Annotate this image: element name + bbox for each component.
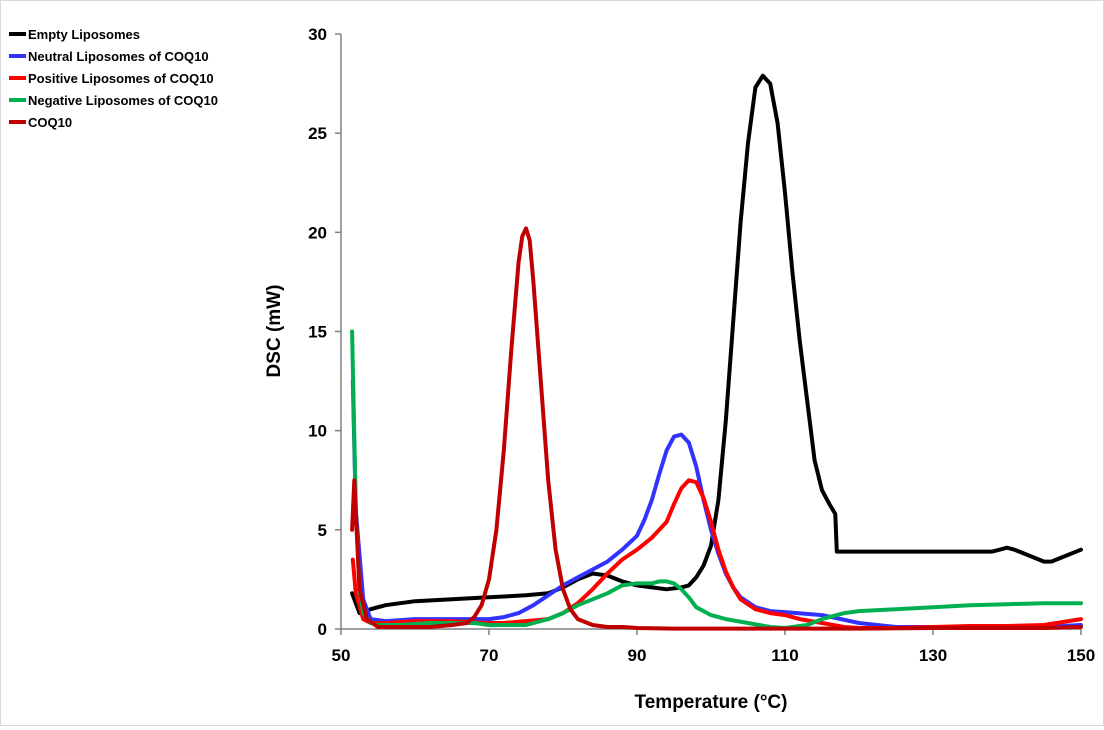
y-axis-title: DSC (mW) [264, 285, 285, 378]
y-tick-label: 10 [308, 422, 327, 441]
legend-label: Negative Liposomes of COQ10 [28, 93, 218, 108]
y-tick-label: 20 [308, 223, 327, 242]
legend-label: Neutral Liposomes of COQ10 [28, 49, 209, 64]
series-line-1 [350, 73, 1083, 616]
x-tick-label: 130 [919, 646, 947, 665]
y-tick-label: 25 [308, 124, 327, 143]
ticks: 0 5 10 15 20 25 30 50 70 90 110 130 150 [308, 25, 1095, 665]
series-line-5 [350, 226, 1083, 631]
x-tick-label: 110 [771, 646, 798, 665]
x-tick-label: 150 [1067, 646, 1095, 665]
x-tick-label: 50 [332, 646, 351, 665]
y-tick-label: 0 [318, 620, 327, 639]
x-tick-label: 70 [480, 646, 499, 665]
y-tick-label: 30 [308, 25, 327, 44]
legend-label: Empty Liposomes [28, 27, 140, 42]
series-line-4 [350, 329, 1083, 630]
y-tick-label: 5 [318, 521, 327, 540]
series-lines [350, 73, 1083, 631]
x-axis-title: Temperature (°C) [635, 692, 788, 713]
legend-label: COQ10 [28, 115, 72, 130]
series-line-2 [350, 379, 1083, 629]
x-tick-label: 90 [628, 646, 647, 665]
y-tick-label: 15 [308, 323, 327, 342]
legend: Empty Liposomes Neutral Liposomes of COQ1… [9, 27, 218, 130]
legend-label: Positive Liposomes of COQ10 [28, 71, 214, 86]
